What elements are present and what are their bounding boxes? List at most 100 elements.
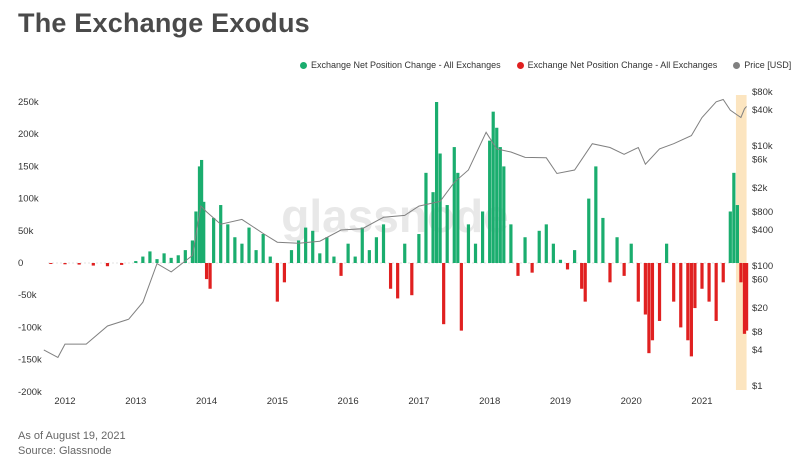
- legend-label: Exchange Net Position Change - All Excha…: [311, 60, 501, 70]
- x-tick-label: 2018: [479, 396, 500, 407]
- y-left-tick-label: 50k: [18, 226, 34, 237]
- y-left-tick-label: 250k: [18, 97, 39, 108]
- legend-item-netflow-positive[interactable]: Exchange Net Position Change - All Excha…: [300, 60, 501, 70]
- bar-layer: [49, 102, 749, 357]
- netflow-bar: [296, 240, 301, 263]
- netflow-bar: [594, 166, 598, 263]
- legend-swatch-red: [516, 61, 524, 69]
- netflow-bar: [360, 227, 364, 263]
- y-right-tick-label: $20: [752, 303, 768, 314]
- netflow-bar: [445, 205, 449, 263]
- netflow-bar: [498, 147, 502, 263]
- netflow-bar: [311, 230, 315, 263]
- netflow-bar: [396, 263, 400, 299]
- netflow-bar: [565, 263, 570, 270]
- x-tick-label: 2019: [550, 396, 571, 407]
- netflow-bar: [208, 263, 212, 289]
- netflow-bar: [254, 250, 258, 263]
- netflow-bar: [466, 224, 471, 263]
- netflow-bar: [268, 256, 272, 263]
- netflow-bar: [282, 263, 287, 283]
- highlight-band: [735, 95, 747, 390]
- x-tick-label: 2015: [267, 396, 288, 407]
- legend-item-price[interactable]: Price [USD]: [733, 60, 791, 70]
- netflow-bar: [226, 224, 230, 263]
- netflow-bar: [434, 102, 439, 263]
- y-right-tick-label: $40k: [752, 105, 773, 116]
- netflow-bar: [537, 230, 541, 263]
- y-right-tick-label: $10k: [752, 141, 773, 152]
- netflow-bar: [381, 224, 386, 263]
- y-left-tick-label: -150k: [18, 355, 42, 366]
- y-left-tick-label: -50k: [18, 290, 37, 301]
- netflow-bar: [622, 263, 626, 276]
- legend-swatch-gray: [733, 61, 741, 69]
- netflow-bar: [318, 253, 322, 263]
- netflow-bar: [629, 243, 633, 263]
- netflow-bar: [665, 243, 669, 263]
- netflow-bar: [212, 217, 216, 263]
- y-left-tick-label: 0: [18, 258, 23, 269]
- netflow-bar: [261, 234, 265, 263]
- netflow-bar: [233, 237, 237, 263]
- netflow-bar: [601, 217, 605, 263]
- netflow-bar: [77, 263, 81, 265]
- netflow-bar: [735, 205, 739, 263]
- y-right-tick-label: $100: [752, 261, 773, 272]
- as-of-date: As of August 19, 2021: [18, 430, 126, 442]
- netflow-bar: [657, 263, 662, 321]
- netflow-bar: [636, 263, 640, 302]
- netflow-bar: [417, 234, 421, 263]
- netflow-bar: [679, 263, 683, 328]
- y-left-tick-label: 150k: [18, 161, 39, 172]
- netflow-bar: [155, 259, 159, 263]
- y-left-tick-label: 200k: [18, 129, 39, 140]
- netflow-bar: [516, 263, 520, 276]
- y-right-tick-label: $800: [752, 207, 773, 218]
- highlight-layer: [735, 95, 747, 390]
- netflow-bar: [502, 166, 506, 263]
- netflow-bar: [169, 257, 173, 263]
- netflow-bar: [608, 263, 612, 283]
- netflow-bar: [495, 127, 499, 263]
- netflow-bar: [141, 256, 145, 263]
- chart-canvas: glassnode 250k200k150k100k50k0-50k-100k-…: [18, 87, 773, 407]
- x-tick-label: 2014: [196, 396, 217, 407]
- netflow-bar: [732, 172, 736, 263]
- axis-layer: 250k 200k 150k 100k 50k 0 -50k -100k -150k -200k $…: [18, 87, 773, 407]
- legend-item-netflow-negative[interactable]: Exchange Net Position Change - All Excha…: [516, 60, 717, 70]
- y-right-tick-label: $2k: [752, 183, 768, 194]
- netflow-bar: [739, 263, 743, 283]
- netflow-bar: [424, 172, 428, 263]
- netflow-bar: [431, 192, 435, 263]
- netflow-bar: [374, 237, 379, 263]
- netflow-bar: [190, 240, 194, 263]
- netflow-bar: [583, 263, 587, 302]
- x-tick-label: 2012: [54, 396, 75, 407]
- line-layer: [43, 98, 747, 359]
- netflow-bar: [491, 111, 495, 263]
- netflow-bar: [219, 205, 223, 263]
- y-left-tick-label: -100k: [18, 322, 42, 333]
- netflow-bar: [573, 250, 577, 263]
- netflow-bar: [686, 263, 690, 341]
- x-tick-label: 2016: [338, 396, 359, 407]
- netflow-bar: [410, 263, 414, 296]
- x-tick-label: 2013: [125, 396, 146, 407]
- netflow-bar: [346, 243, 350, 263]
- netflow-bar: [148, 251, 152, 263]
- netflow-bar: [162, 253, 166, 263]
- legend-label: Price [USD]: [744, 60, 792, 70]
- netflow-bar: [204, 263, 209, 280]
- netflow-bar: [488, 140, 492, 263]
- netflow-bar: [714, 263, 718, 321]
- netflow-bar: [744, 263, 749, 331]
- netflow-bar: [176, 255, 180, 263]
- netflow-bar: [650, 263, 655, 341]
- netflow-bar: [275, 263, 279, 302]
- netflow-bar: [473, 243, 478, 263]
- netflow-bar: [332, 256, 336, 263]
- netflow-bar: [339, 263, 343, 276]
- x-tick-label: 2017: [408, 396, 429, 407]
- netflow-bar: [523, 237, 527, 263]
